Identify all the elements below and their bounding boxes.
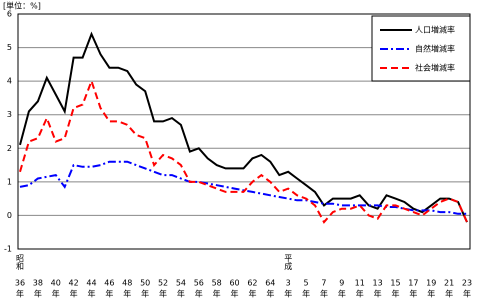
x-tick-label: 64	[265, 279, 275, 288]
x-tick-label: 62	[247, 279, 257, 288]
x-tick-suffix: 年	[70, 289, 78, 299]
x-tick-label: 56	[194, 279, 204, 288]
x-tick-label: 11	[355, 279, 365, 288]
y-tick-label: -1	[4, 245, 12, 254]
series-line	[19, 78, 468, 224]
x-tick-suffix: 年	[356, 289, 364, 299]
x-tick-label: 19	[426, 279, 436, 288]
x-tick-label: 46	[104, 279, 114, 288]
x-tick-suffix: 年	[105, 289, 113, 299]
x-tick-suffix: 年	[427, 289, 435, 299]
legend-label: 人口増減率	[415, 25, 455, 35]
x-tick-label: 21	[444, 279, 454, 288]
plot-frame	[17, 13, 471, 250]
legend-label: 自然増減率	[415, 44, 455, 54]
x-tick-label: 54	[176, 279, 186, 288]
x-tick-label: 58	[212, 279, 222, 288]
x-tick-suffix: 年	[463, 289, 471, 299]
x-tick-suffix: 年	[88, 289, 96, 299]
x-tick-label: 17	[408, 279, 418, 288]
x-tick-label: 40	[51, 279, 61, 288]
x-tick-suffix: 年	[338, 289, 346, 299]
x-tick-suffix: 年	[213, 289, 221, 299]
x-tick-suffix: 年	[177, 289, 185, 299]
y-tick-label: 6	[7, 10, 12, 19]
x-tick-suffix: 年	[195, 289, 203, 299]
x-tick-label: 13	[373, 279, 383, 288]
y-tick-label: 3	[7, 110, 12, 119]
x-tick-label: 9	[339, 279, 344, 288]
x-tick-suffix: 年	[302, 289, 310, 299]
y-tick-label: 1	[7, 177, 12, 186]
x-tick-suffix: 年	[52, 289, 60, 299]
legend-label: 社会増減率	[415, 63, 455, 73]
x-tick-suffix: 年	[16, 289, 24, 299]
x-tick-suffix: 年	[391, 289, 399, 299]
y-tick-label: 5	[7, 43, 12, 52]
x-tick-label: 7	[321, 279, 326, 288]
era-label: 昭和	[16, 254, 25, 271]
x-tick-label: 60	[229, 279, 239, 288]
series-line	[19, 160, 467, 215]
y-tick-label: 0	[7, 211, 12, 220]
x-tick-label: 23	[462, 279, 472, 288]
x-tick-label: 52	[158, 279, 168, 288]
x-tick-suffix: 年	[409, 289, 417, 299]
x-tick-suffix: 年	[123, 289, 131, 299]
unit-label: [単位：%]	[3, 1, 41, 11]
x-tick-label: 5	[304, 279, 309, 288]
series-line	[19, 31, 468, 223]
y-tick-label: 4	[7, 77, 12, 86]
x-tick-suffix: 年	[231, 289, 239, 299]
x-tick-suffix: 年	[141, 289, 149, 299]
x-tick-label: 48	[122, 279, 132, 288]
x-tick-suffix: 年	[374, 289, 382, 299]
x-tick-label: 44	[86, 279, 96, 288]
era-label: 平成	[284, 254, 293, 271]
x-tick-label: 36	[15, 279, 25, 288]
x-tick-suffix: 年	[445, 289, 453, 299]
x-tick-label: 42	[69, 279, 79, 288]
x-tick-suffix: 年	[34, 289, 42, 299]
x-tick-suffix: 年	[284, 289, 292, 299]
x-tick-suffix: 年	[159, 289, 167, 299]
x-tick-label: 38	[33, 279, 43, 288]
y-tick-label: 2	[7, 144, 12, 153]
legend-box	[371, 15, 471, 82]
x-tick-label: 15	[390, 279, 400, 288]
x-tick-suffix: 年	[266, 289, 274, 299]
x-tick-label: 3	[286, 279, 291, 288]
x-tick-suffix: 年	[320, 289, 328, 299]
x-tick-label: 50	[140, 279, 150, 288]
x-tick-suffix: 年	[248, 289, 256, 299]
